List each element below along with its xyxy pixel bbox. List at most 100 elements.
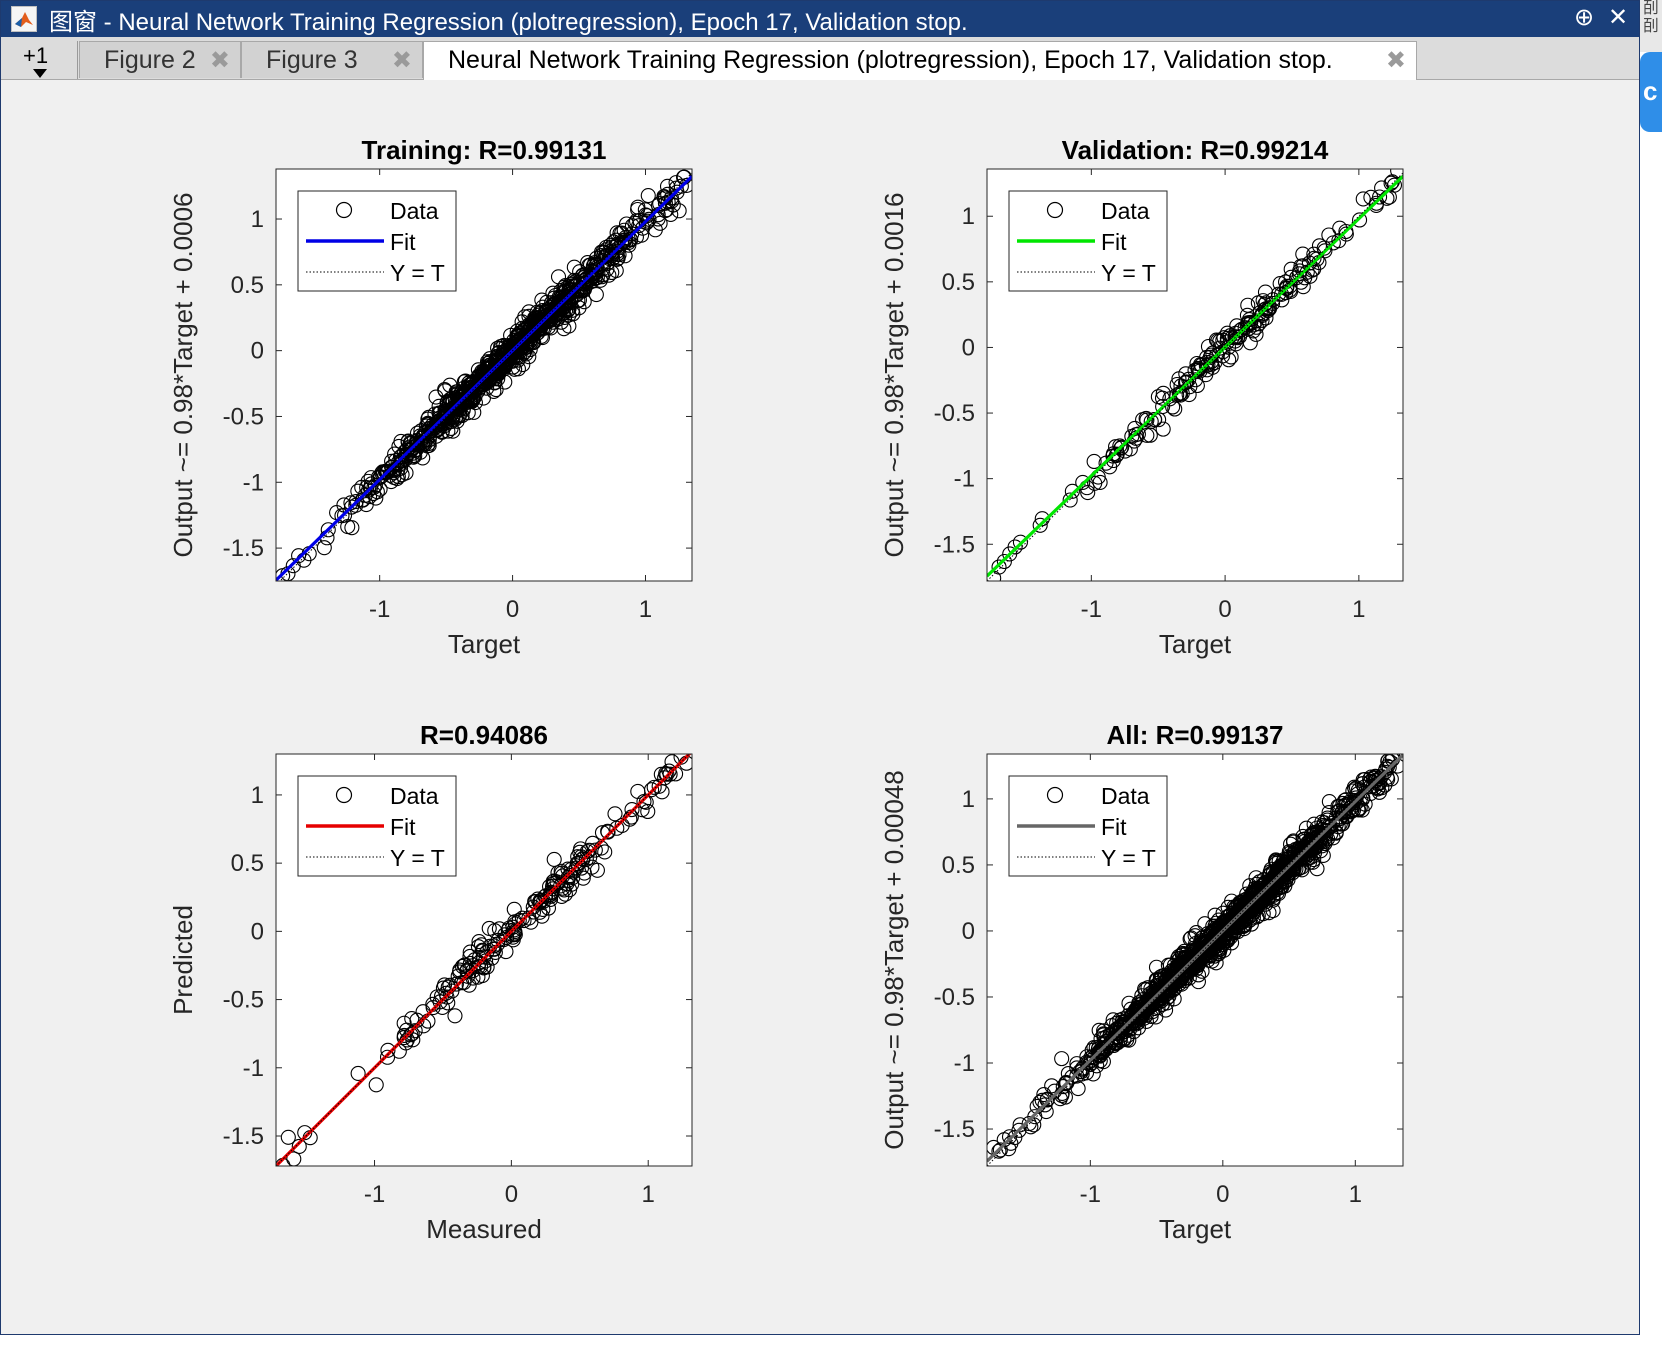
y-tick-label: 0.5 <box>942 852 975 879</box>
figure-canvas: -1 0 1 -1.5 -1 -0.5 0 0.5 1 Training: R=0.99131 Ta… <box>1 80 1639 1330</box>
data-point <box>1299 264 1315 280</box>
data-point <box>430 413 447 429</box>
data-point <box>572 264 588 280</box>
y-tick-label: -1.5 <box>934 531 975 558</box>
data-point <box>654 784 670 800</box>
data-point <box>1243 893 1259 909</box>
data-point <box>459 963 475 979</box>
data-point <box>395 452 411 468</box>
data-point <box>415 450 431 466</box>
data-point <box>1108 447 1124 464</box>
data-point <box>1357 771 1373 788</box>
data-point <box>587 842 603 858</box>
tab-regression[interactable]: Neural Network Training Regression (plot… <box>423 41 1417 80</box>
data-point <box>487 371 503 387</box>
data-point <box>523 914 539 930</box>
data-point <box>1265 292 1281 308</box>
data-point <box>1151 983 1167 999</box>
y-tick-label: -1 <box>954 1050 975 1077</box>
data-point <box>1034 511 1050 527</box>
data-point <box>1140 980 1156 996</box>
legend-label: Data <box>390 783 439 809</box>
data-point <box>600 824 616 840</box>
data-point <box>1294 862 1310 878</box>
tab-overflow-menu[interactable]: +1 <box>7 41 78 79</box>
axes-frame <box>986 753 1404 1167</box>
y-tick-label: 1 <box>962 786 975 813</box>
data-point <box>1248 326 1264 342</box>
data-point <box>1190 957 1206 973</box>
data-point <box>535 314 551 330</box>
pin-icon[interactable]: ⊕ <box>1573 4 1595 31</box>
data-point <box>1309 861 1325 877</box>
tab-close-icon[interactable]: ✖ <box>209 47 230 74</box>
x-tick-label: 1 <box>642 1181 655 1208</box>
data-point <box>1064 483 1080 499</box>
data-point <box>1208 929 1224 946</box>
data-point <box>618 230 634 246</box>
data-point <box>394 467 410 483</box>
data-point <box>1092 474 1108 490</box>
axes-frame <box>275 168 693 582</box>
title-bar: 图窗 - Neural Network Training Regression … <box>1 1 1639 37</box>
data-point <box>470 959 486 975</box>
y-tick-label: -0.5 <box>223 403 264 430</box>
data-point <box>448 408 464 425</box>
data-point <box>1190 974 1206 990</box>
data-point <box>991 559 1007 575</box>
identity-line <box>279 172 692 581</box>
data-point <box>1223 926 1239 942</box>
data-point <box>1301 255 1317 271</box>
regression-plots: -1 0 1 -1.5 -1 -0.5 0 0.5 1 Training: R=0.99131 Ta… <box>168 135 1404 1244</box>
x-tick-label: 0 <box>505 1181 518 1208</box>
data-point <box>521 308 537 324</box>
data-point <box>646 779 662 795</box>
figure-tab-bar: +1 Figure 2 ✖ Figure 3 ✖ Neural Network … <box>1 37 1639 80</box>
data-point <box>575 275 591 292</box>
tab-close-icon[interactable]: ✖ <box>1385 47 1406 74</box>
data-point <box>573 841 589 857</box>
data-point <box>1075 474 1091 490</box>
data-point <box>389 471 405 487</box>
data-point <box>1279 280 1295 296</box>
tab-figure-3[interactable]: Figure 3 ✖ <box>241 41 423 78</box>
y-tick-label: -0.5 <box>223 987 264 1014</box>
legend-label: Y = T <box>390 845 445 871</box>
data-point <box>1122 441 1138 457</box>
figure-window: 图窗 - Neural Network Training Regression … <box>0 0 1640 1335</box>
x-tick-label: 0 <box>506 596 519 623</box>
data-point <box>407 1023 423 1039</box>
data-point <box>1309 251 1325 267</box>
chart-title: Training: R=0.99131 <box>362 135 607 165</box>
data-point <box>1283 261 1299 277</box>
data-point <box>525 899 541 915</box>
legend: Data Fit Y = T <box>1008 190 1168 292</box>
data-point <box>1011 1122 1027 1138</box>
y-tick-label: -0.5 <box>934 984 975 1011</box>
data-point <box>1378 761 1394 777</box>
close-icon[interactable]: ✕ <box>1607 4 1629 31</box>
data-point <box>1205 918 1221 934</box>
y-tick-label: -1.5 <box>934 1116 975 1143</box>
matlab-icon <box>11 6 37 32</box>
data-point <box>516 330 532 346</box>
legend: Data Fit Y = T <box>297 775 457 877</box>
data-point <box>1163 976 1179 992</box>
data-point <box>439 989 455 1005</box>
data-point <box>545 881 561 897</box>
side-panel-button[interactable]: c <box>1640 52 1662 132</box>
data-point <box>392 449 409 465</box>
data-point <box>291 1138 307 1154</box>
x-axis-label: Target <box>448 629 521 659</box>
data-point <box>671 203 687 219</box>
fit-line <box>987 175 1403 578</box>
y-tick-label: -1.5 <box>223 1123 264 1150</box>
data-point <box>657 195 673 211</box>
data-point <box>1338 223 1354 240</box>
data-point <box>1098 1035 1114 1052</box>
tab-close-icon[interactable]: ✖ <box>391 47 412 74</box>
axes-frame <box>275 753 693 1167</box>
legend-data-marker <box>335 786 353 804</box>
tab-figure-2[interactable]: Figure 2 ✖ <box>79 41 241 78</box>
data-point <box>554 888 570 904</box>
